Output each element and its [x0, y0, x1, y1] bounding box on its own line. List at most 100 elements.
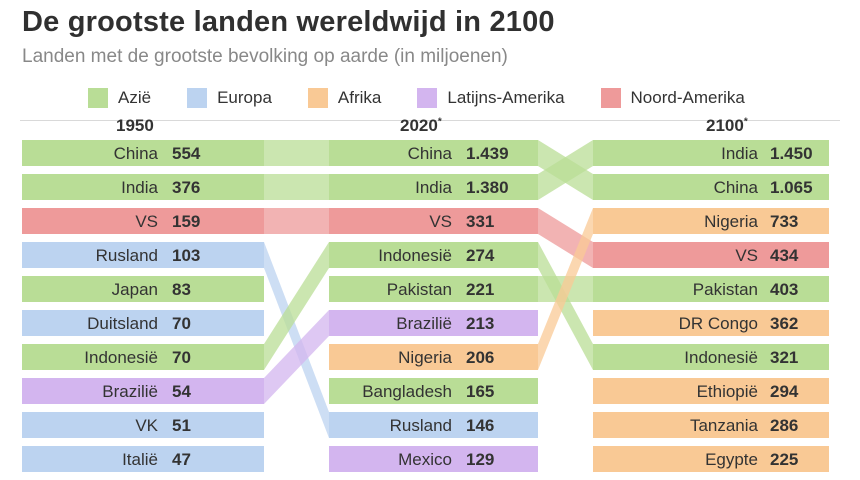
legend-swatch-noord-amerika — [600, 88, 621, 108]
country-label-1950-vk: VK — [135, 416, 158, 435]
country-label-2020-pakistan: Pakistan — [387, 280, 452, 299]
bar-1950-vk — [22, 412, 264, 438]
country-label-1950-rusland: Rusland — [96, 246, 158, 265]
bar-1950-indonesie — [22, 344, 264, 370]
bar-2100-vs — [593, 242, 829, 268]
bar-labels: China 554 India 376 VS 159 Rusland 103 Japan 83 Du… — [84, 144, 812, 469]
value-label-1950-india: 376 — [172, 178, 200, 197]
bar-1950-china — [22, 140, 264, 166]
value-label-2100-dr-congo: 362 — [770, 314, 798, 333]
ribbon-india-2020-2100 — [538, 140, 593, 200]
country-label-2020-india: India — [415, 178, 452, 197]
value-label-2020-india: 1.380 — [466, 178, 509, 197]
ribbon-india-1950-2020 — [264, 174, 329, 200]
legend-swatch-afrika — [307, 88, 328, 108]
bar-2100-pakistan — [593, 276, 829, 302]
country-label-2100-egypte: Egypte — [705, 450, 758, 469]
bar-1950-japan — [22, 276, 264, 302]
country-label-2100-dr-congo: DR Congo — [679, 314, 758, 333]
value-label-1950-duitsland: 70 — [172, 314, 191, 333]
country-label-2100-india: India — [721, 144, 758, 163]
legend-label-afrika: Afrika — [337, 88, 382, 107]
value-label-2100-indonesie: 321 — [770, 348, 798, 367]
legend-item-azie: Azië — [88, 88, 151, 108]
ribbons — [264, 140, 593, 438]
value-label-2020-bangladesh: 165 — [466, 382, 494, 401]
country-label-2020-china: China — [408, 144, 453, 163]
bar-2020-china — [329, 140, 538, 166]
bars — [22, 140, 829, 472]
ribbon-brazilie-1950-2020 — [264, 310, 329, 404]
country-label-1950-vs: VS — [135, 212, 158, 231]
value-label-2020-mexico: 129 — [466, 450, 494, 469]
legend-item-noord-amerika: Noord-Amerika — [600, 88, 745, 108]
legend-swatch-europa — [187, 88, 208, 108]
bar-2020-pakistan — [329, 276, 538, 302]
country-label-2020-mexico: Mexico — [398, 450, 452, 469]
legend: Azië Europa Afrika Latijns-Amerika Noord… — [88, 86, 781, 110]
bar-2100-nigeria — [593, 208, 829, 234]
value-label-2100-china: 1.065 — [770, 178, 813, 197]
ribbon-rusland-1950-2020 — [264, 242, 329, 438]
bar-2020-brazilie — [329, 310, 538, 336]
country-label-2100-china: China — [714, 178, 759, 197]
legend-item-afrika: Afrika — [307, 88, 382, 108]
value-label-2020-rusland: 146 — [466, 416, 494, 435]
value-label-1950-china: 554 — [172, 144, 201, 163]
value-label-2100-india: 1.450 — [770, 144, 813, 163]
bar-1950-rusland — [22, 242, 264, 268]
country-label-2020-nigeria: Nigeria — [398, 348, 452, 367]
country-label-2020-vs: VS — [429, 212, 452, 231]
year-header-2020: 2020* — [400, 116, 442, 135]
legend-label-azie: Azië — [118, 88, 152, 107]
bar-2100-indonesie — [593, 344, 829, 370]
country-label-1950-brazilie: Brazilië — [102, 382, 158, 401]
value-label-2020-china: 1.439 — [466, 144, 509, 163]
bar-1950-brazilie — [22, 378, 264, 404]
year-header-2100: 2100* — [706, 116, 748, 135]
value-label-2020-brazilie: 213 — [466, 314, 494, 333]
ribbon-china-1950-2020 — [264, 140, 329, 166]
country-label-2020-bangladesh: Bangladesh — [362, 382, 452, 401]
country-label-2020-rusland: Rusland — [390, 416, 452, 435]
value-label-1950-japan: 83 — [172, 280, 191, 299]
legend-item-latijns-amerika: Latijns-Amerika — [417, 88, 565, 108]
country-label-2020-indonesie: Indonesië — [378, 246, 452, 265]
bar-2020-vs — [329, 208, 538, 234]
bar-2100-tanzania — [593, 412, 829, 438]
value-label-1950-vk: 51 — [172, 416, 191, 435]
country-label-2100-ethiopie: Ethiopië — [697, 382, 758, 401]
bar-2020-indonesie — [329, 242, 538, 268]
value-label-2100-tanzania: 286 — [770, 416, 798, 435]
chart-subtitle: Landen met de grootste bevolking op aard… — [22, 46, 508, 67]
bar-2020-bangladesh — [329, 378, 538, 404]
bar-2100-india — [593, 140, 829, 166]
legend-label-latijns-amerika: Latijns-Amerika — [447, 88, 565, 107]
legend-item-europa: Europa — [187, 88, 272, 108]
country-label-1950-indonesie: Indonesië — [84, 348, 158, 367]
value-label-1950-italie: 47 — [172, 450, 191, 469]
value-label-1950-rusland: 103 — [172, 246, 200, 265]
bar-1950-duitsland — [22, 310, 264, 336]
country-label-1950-india: India — [121, 178, 158, 197]
value-label-2020-pakistan: 221 — [466, 280, 494, 299]
bar-2100-china — [593, 174, 829, 200]
bar-2020-india — [329, 174, 538, 200]
bar-2020-mexico — [329, 446, 538, 472]
legend-label-noord-amerika: Noord-Amerika — [630, 88, 745, 107]
value-label-2020-nigeria: 206 — [466, 348, 494, 367]
bar-1950-india — [22, 174, 264, 200]
bar-2100-dr-congo — [593, 310, 829, 336]
legend-swatch-latijns-amerika — [417, 88, 438, 108]
ribbon-indonesie-1950-2020 — [264, 242, 329, 370]
value-label-2020-vs: 331 — [466, 212, 494, 231]
legend-label-europa: Europa — [217, 88, 272, 107]
value-label-2100-egypte: 225 — [770, 450, 798, 469]
ribbon-indonesie-2020-2100 — [538, 242, 593, 370]
bar-2020-nigeria — [329, 344, 538, 370]
bar-2100-ethiopie — [593, 378, 829, 404]
country-label-1950-japan: Japan — [112, 280, 158, 299]
value-label-1950-vs: 159 — [172, 212, 200, 231]
country-label-1950-china: China — [114, 144, 159, 163]
